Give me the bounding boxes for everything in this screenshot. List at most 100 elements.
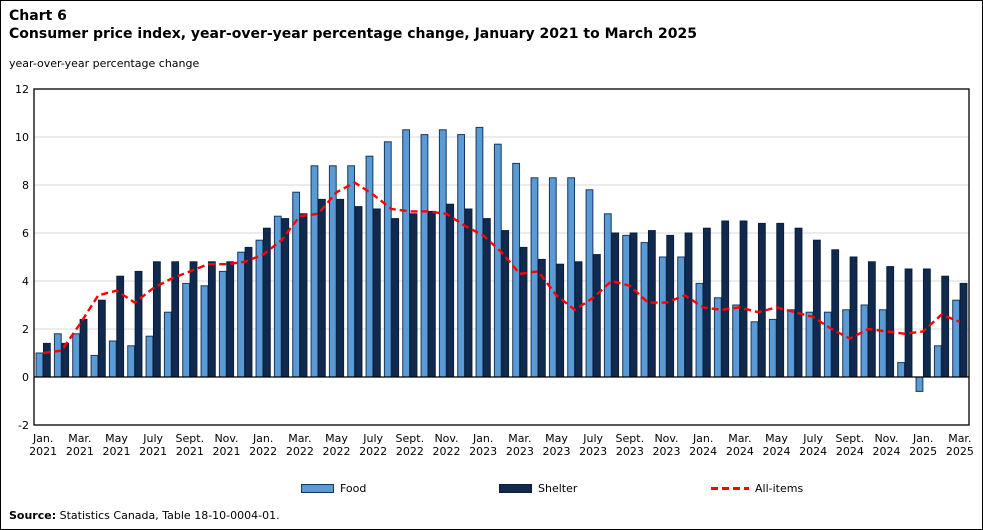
x-tick-label: Jan. 2024	[689, 432, 717, 458]
food-bar	[438, 129, 447, 378]
shelter-bar	[372, 208, 381, 378]
food-bar	[493, 143, 502, 378]
food-bar	[163, 311, 172, 378]
shelter-bar	[666, 234, 675, 378]
shelter-bar	[152, 261, 161, 378]
shelter-bar	[867, 261, 876, 378]
y-tick-label: 4	[22, 275, 29, 288]
shelter-bar	[317, 198, 326, 378]
food-bar	[90, 354, 99, 378]
food-bar	[347, 165, 356, 378]
legend-label-shelter: Shelter	[538, 481, 578, 495]
food-bar	[603, 213, 612, 378]
food-bar	[933, 345, 942, 378]
food-bar	[787, 309, 796, 378]
x-tick-label: Jan. 2023	[469, 432, 497, 458]
chart-number: Chart 6	[9, 8, 67, 24]
x-tick-label: Jan. 2021	[29, 432, 57, 458]
food-bar	[200, 285, 209, 378]
food-bar	[108, 340, 117, 378]
shelter-bar	[776, 222, 785, 378]
x-tick-label: Mar. 2023	[506, 432, 534, 458]
shelter-bar	[794, 227, 803, 378]
shelter-bar	[721, 220, 730, 378]
food-swatch-icon	[301, 483, 334, 493]
food-bar	[622, 234, 631, 378]
food-bar	[218, 270, 227, 378]
source-note: Source: Statistics Canada, Table 18-10-0…	[9, 509, 280, 522]
food-bar	[640, 242, 649, 378]
shelter-bar	[482, 218, 491, 378]
food-bar	[860, 304, 869, 378]
food-bar	[255, 239, 264, 378]
shelter-bar	[427, 210, 436, 378]
x-tick-label: Sept. 2024	[836, 432, 865, 458]
shelter-bar	[281, 218, 290, 378]
food-bar	[768, 318, 777, 378]
food-bar	[750, 321, 759, 378]
food-bar	[402, 129, 411, 378]
shelter-bar	[61, 342, 70, 378]
y-tick-label: 12	[15, 83, 29, 96]
shelter-bar	[702, 227, 711, 378]
food-bar	[842, 309, 851, 378]
food-bar	[548, 177, 557, 378]
x-tick-label: May 2022	[323, 432, 351, 458]
food-bar	[237, 251, 246, 378]
shelter-bar	[446, 203, 455, 378]
food-bar	[952, 299, 961, 378]
y-tick-label: -2	[18, 419, 29, 432]
x-tick-label: Nov. 2023	[653, 432, 681, 458]
plot-border	[33, 88, 970, 426]
shelter-bar	[611, 232, 620, 378]
legend-entry-shelter: Shelter	[499, 481, 577, 495]
legend-entry-all-items: All-items	[711, 481, 803, 495]
food-bar	[823, 311, 832, 378]
y-tick-label: 0	[22, 371, 29, 384]
food-bar	[695, 282, 704, 378]
x-tick-label: July 2021	[139, 432, 167, 458]
x-tick-label: Jan. 2025	[909, 432, 937, 458]
shelter-bar	[849, 256, 858, 378]
x-tick-label: May 2023	[543, 432, 571, 458]
shelter-bar	[592, 254, 601, 378]
x-tick-label: Sept. 2022	[396, 432, 425, 458]
shelter-bar	[79, 318, 88, 378]
shelter-bar	[207, 261, 216, 378]
source-label: Source:	[9, 509, 57, 522]
shelter-bar	[519, 246, 528, 378]
food-bar	[475, 126, 484, 378]
y-tick-label: 10	[15, 131, 29, 144]
shelter-bar	[556, 263, 565, 378]
x-tick-label: Nov. 2022	[433, 432, 461, 458]
chart-title: Consumer price index, year-over-year per…	[9, 26, 697, 42]
y-tick-label: 2	[22, 323, 29, 336]
x-tick-label: May 2021	[103, 432, 131, 458]
food-bar	[457, 134, 466, 378]
food-bar	[383, 141, 392, 378]
shelter-bar	[189, 261, 198, 378]
shelter-bar	[97, 299, 106, 378]
x-tick-label: Mar. 2021	[66, 432, 94, 458]
shelter-bar	[409, 213, 418, 378]
legend-label-all-items: All-items	[755, 481, 804, 495]
shelter-bar	[134, 270, 143, 378]
shelter-bar	[959, 282, 968, 378]
food-bar	[35, 352, 44, 378]
shelter-bar	[299, 213, 308, 378]
food-bar	[585, 189, 594, 378]
y-tick-label: 8	[22, 179, 29, 192]
all-items-line	[43, 181, 961, 355]
food-bar	[53, 333, 62, 378]
food-bar	[420, 134, 429, 378]
food-bar	[677, 256, 686, 378]
shelter-bar	[904, 268, 913, 378]
x-tick-label: Mar. 2022	[286, 432, 314, 458]
food-bar	[805, 311, 814, 378]
food-bar	[182, 282, 191, 378]
y-tick-label: 6	[22, 227, 29, 240]
x-tick-label: July 2024	[799, 432, 827, 458]
x-tick-label: May 2024	[763, 432, 791, 458]
x-tick-label: Sept. 2021	[176, 432, 205, 458]
